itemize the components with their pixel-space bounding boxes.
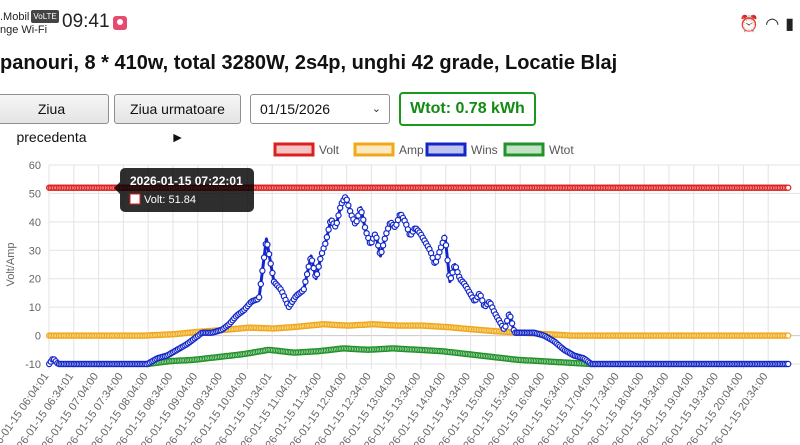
alarm-icon: ⏰: [739, 16, 766, 33]
data-point-wins: [358, 208, 365, 216]
series-points-wins: [46, 194, 792, 368]
data-point-wins: [503, 317, 511, 324]
legend-swatch-volt: [273, 142, 315, 157]
toolbar: Ziua precedenta Ziua urmatoare ► 01/15/2…: [0, 92, 800, 145]
data-point-wins: [260, 254, 268, 261]
location-icon: [113, 16, 127, 30]
page-title: panouri, 8 * 410w, total 3280W, 2s4p, un…: [0, 52, 618, 74]
y-tick-label: 20: [29, 274, 41, 286]
data-point-wins: [264, 241, 271, 248]
legend-swatch-wins: [425, 142, 467, 157]
wifi-calling-label: nge Wi-Fi: [0, 24, 48, 36]
legend-swatch-wtot: [503, 142, 545, 157]
data-point-wins: [378, 248, 385, 256]
y-tick-label: -10: [25, 359, 41, 371]
status-bar: .Mobil VoLTE nge Wi-Fi 09:41 ⏰◠▮: [0, 0, 800, 48]
legend-label-amp: Amp: [399, 143, 424, 157]
data-point-wins: [444, 257, 451, 264]
y-tick-label: 40: [29, 217, 41, 229]
data-point-wins: [265, 250, 273, 258]
carrier-info: .Mobil VoLTE nge Wi-Fi: [0, 10, 59, 37]
tooltip-box: [120, 168, 254, 212]
volte-badge: VoLTE: [31, 10, 59, 23]
data-point-wins: [269, 269, 276, 277]
data-point-wins: [257, 280, 264, 288]
data-point-wins: [317, 255, 324, 263]
prev-day-button[interactable]: Ziua precedenta: [0, 94, 109, 145]
data-point-wins: [441, 234, 448, 242]
y-tick-label: 60: [29, 160, 41, 172]
carrier-name: .Mobil: [0, 11, 30, 23]
data-point-wins: [507, 313, 514, 320]
data-point-wins: [442, 241, 450, 249]
next-day-button[interactable]: Ziua urmatoare ►: [114, 94, 241, 145]
data-point-wins: [267, 260, 274, 267]
data-point-wins: [379, 242, 387, 249]
status-clock: 09:41: [62, 11, 110, 32]
data-point-wins: [502, 323, 509, 330]
chevron-down-icon: ⌄: [371, 103, 381, 115]
data-point-wins: [308, 257, 316, 264]
legend-label-wins: Wins: [471, 143, 498, 157]
chart-legend: Volt Amp Wins Wtot: [273, 142, 574, 157]
data-point-wins: [255, 294, 263, 301]
y-tick-label: 30: [29, 245, 41, 257]
date-select-value: 01/15/2026: [260, 101, 331, 117]
data-point-wins: [343, 196, 350, 203]
series-points-wtot: [144, 345, 594, 368]
data-point-wins: [447, 274, 455, 282]
status-icons: ⏰◠▮: [739, 14, 800, 34]
tooltip-swatch: [129, 193, 141, 205]
data-point-wins: [381, 235, 388, 242]
data-point-wins: [300, 286, 307, 293]
data-point-wins: [508, 320, 516, 327]
data-point-wins: [325, 226, 332, 233]
data-point-wins: [322, 240, 329, 247]
wtot-total-badge: Wtot: 0.78 kWh: [399, 92, 536, 126]
data-point-wins: [323, 233, 331, 241]
data-point-wins: [361, 224, 369, 231]
data-point-wins: [313, 270, 321, 278]
signal-icon: ▮: [785, 16, 800, 33]
data-point-wins: [259, 267, 266, 274]
tooltip-caret: [114, 182, 120, 194]
data-point-wins: [360, 216, 367, 224]
data-point-wins: [335, 212, 342, 219]
data-point-wins: [303, 270, 311, 278]
data-point-wins: [345, 202, 352, 209]
legend-swatch-amp: [353, 142, 395, 157]
y-tick-label: 10: [29, 302, 41, 314]
chart-tooltip: 2026-01-15 07:22:01 Volt: 51.84: [114, 168, 254, 212]
legend-label-volt: Volt: [319, 143, 340, 157]
legend-label-wtot: Wtot: [549, 143, 574, 157]
data-point-wins: [353, 218, 360, 225]
date-select[interactable]: 01/15/2026 ⌄: [250, 94, 390, 124]
data-point-wins: [315, 263, 322, 270]
tooltip-title: 2026-01-15 07:22:01: [130, 174, 243, 188]
y-axis-label: Volt/Amp: [5, 242, 17, 286]
data-point-wins: [302, 278, 309, 285]
energy-line-chart: Volt Amp Wins Wtot -10 0 10 20 30 40 50 60 Volt/Amp…: [0, 142, 800, 445]
wifi-icon: ◠: [765, 16, 786, 33]
data-point-amp: [785, 332, 792, 339]
y-tick-label: 0: [35, 331, 41, 343]
y-axis: -10 0 10 20 30 40 50 60 Volt/Amp: [5, 160, 41, 371]
chart-series: [46, 184, 792, 368]
tooltip-label: Volt: 51.84: [144, 194, 196, 206]
data-point-volt: [785, 184, 792, 191]
data-point-wins: [333, 219, 340, 227]
data-point-wins: [785, 360, 792, 368]
data-point-wins: [373, 234, 380, 242]
y-tick-label: 50: [29, 188, 41, 200]
